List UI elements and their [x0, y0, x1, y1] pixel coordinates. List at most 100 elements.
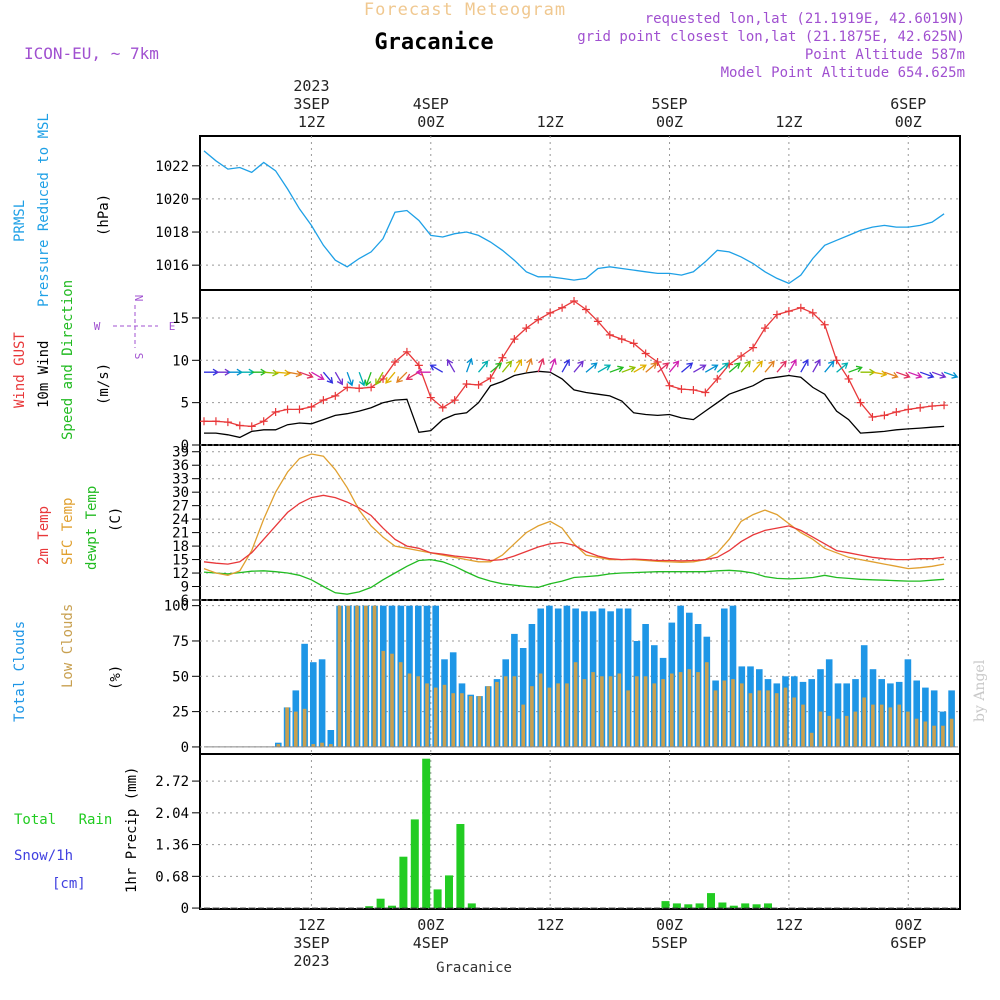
- low-cloud-bar: [294, 711, 298, 747]
- wind-direction-arrow: [573, 360, 584, 373]
- precip-panel-frame: [199, 753, 961, 910]
- low-cloud-bar: [748, 693, 753, 747]
- low-cloud-bar: [792, 697, 796, 747]
- rain-bar: [672, 903, 681, 909]
- wind-unit: (m/s): [96, 363, 112, 405]
- top-year-label: 2023: [293, 77, 329, 95]
- pressure-label-1: PRMSL: [12, 200, 28, 242]
- wind-direction-arrow: [322, 371, 334, 384]
- y-tick-label: 0: [181, 438, 189, 454]
- gust-marker: [820, 320, 829, 329]
- gust-marker: [367, 383, 376, 392]
- wind-speed-line: [204, 370, 945, 439]
- y-tick-label: 0: [181, 740, 189, 756]
- wind-direction-arrow: [311, 371, 325, 380]
- compass-w: W: [94, 320, 101, 333]
- low-cloud-bar: [503, 676, 508, 747]
- gust-marker: [223, 418, 232, 427]
- y-tick-label: 30: [172, 485, 189, 501]
- gust-marker: [570, 297, 579, 306]
- top-time-tick-label: 12Z: [537, 113, 564, 131]
- dewpoint-line: [203, 558, 945, 595]
- gust-marker: [641, 349, 650, 358]
- wind-direction-arrow: [263, 369, 279, 377]
- low-clouds-label: Low Clouds: [60, 604, 76, 688]
- gust-marker: [928, 402, 937, 411]
- gust-marker: [581, 305, 590, 314]
- total-cloud-bar: [904, 659, 912, 747]
- wind-direction-arrow: [764, 360, 775, 373]
- total-cloud-bar: [310, 662, 317, 747]
- total-cloud-bar: [729, 605, 737, 747]
- rain-bar: [684, 904, 693, 908]
- total-cloud-bar: [528, 624, 536, 747]
- bottom-time-tick-label: 12Z: [298, 916, 325, 934]
- wind-direction-arrow: [346, 371, 354, 387]
- y-tick-label: 12: [172, 566, 189, 582]
- low-cloud-bar: [398, 662, 403, 747]
- bottom-time-tick-label: 00Z: [417, 916, 444, 934]
- gust-marker: [390, 357, 399, 366]
- y-tick-label: 100: [164, 599, 189, 615]
- gust-marker: [749, 343, 758, 352]
- wind-direction-arrow: [405, 371, 420, 380]
- wind-direction-arrow: [358, 371, 366, 387]
- sfc-temp-line: [203, 453, 945, 576]
- low-cloud-bar: [547, 687, 552, 747]
- low-cloud-bar: [661, 679, 665, 747]
- low-cloud-bar: [757, 690, 762, 747]
- low-cloud-bar: [696, 672, 700, 747]
- low-cloud-bar: [941, 725, 945, 747]
- low-cloud-bar: [407, 673, 412, 747]
- gust-marker: [665, 381, 674, 390]
- low-cloud-bar: [871, 704, 875, 747]
- rain-bar: [388, 905, 396, 908]
- low-cloud-bar: [565, 683, 569, 747]
- top-date-label: 4SEP: [413, 95, 449, 113]
- wind-direction-arrow: [609, 365, 625, 373]
- bottom-date-label: 6SEP: [890, 934, 926, 952]
- gust-marker: [796, 303, 805, 312]
- pressure-panel-frame: [199, 135, 961, 291]
- y-tick-label: 0.68: [155, 869, 189, 885]
- low-cloud-bar: [713, 690, 718, 747]
- gust-marker: [546, 308, 555, 317]
- requested-coords: requested lon,lat (21.1919E, 42.6019N): [645, 11, 965, 27]
- low-cloud-bar: [442, 684, 447, 747]
- wind-direction-arrow: [364, 371, 372, 387]
- total-cloud-bar: [327, 730, 335, 747]
- total-clouds-label: Total Clouds: [12, 621, 28, 722]
- wind-direction-arrow: [669, 360, 680, 373]
- gust-marker: [498, 353, 507, 362]
- wind-direction-arrow: [728, 362, 741, 373]
- compass-s: S: [132, 353, 145, 360]
- wind-direction-arrow: [657, 362, 670, 373]
- wind-direction-arrow: [513, 358, 523, 373]
- y-tick-label: 75: [172, 634, 189, 650]
- bottom-time-tick-label: 00Z: [895, 916, 922, 934]
- y-tick-label: 39: [172, 445, 189, 461]
- gust-marker: [940, 401, 949, 410]
- wind-direction-arrow: [334, 371, 344, 386]
- y-tick-label: 36: [172, 458, 189, 474]
- gust-marker: [689, 385, 698, 394]
- compass-e: E: [169, 320, 176, 333]
- bottom-time-tick-label: 12Z: [537, 916, 564, 934]
- rain-bar: [467, 903, 476, 909]
- gust-marker: [402, 347, 411, 356]
- gust-marker: [844, 374, 853, 383]
- gust-marker: [713, 374, 722, 383]
- low-cloud-bar: [451, 693, 455, 747]
- low-cloud-bar: [556, 683, 560, 747]
- footer-location: Gracanice: [436, 960, 512, 976]
- bottom-date-label: 4SEP: [413, 934, 449, 952]
- gust-marker: [832, 356, 841, 365]
- low-cloud-bar: [722, 680, 727, 747]
- low-cloud-bar: [774, 693, 779, 747]
- compass-n: N: [132, 295, 145, 302]
- low-cloud-bar: [530, 686, 534, 747]
- low-cloud-bar: [433, 687, 438, 747]
- y-tick-label: 1022: [155, 159, 189, 175]
- low-cloud-bar: [643, 676, 648, 747]
